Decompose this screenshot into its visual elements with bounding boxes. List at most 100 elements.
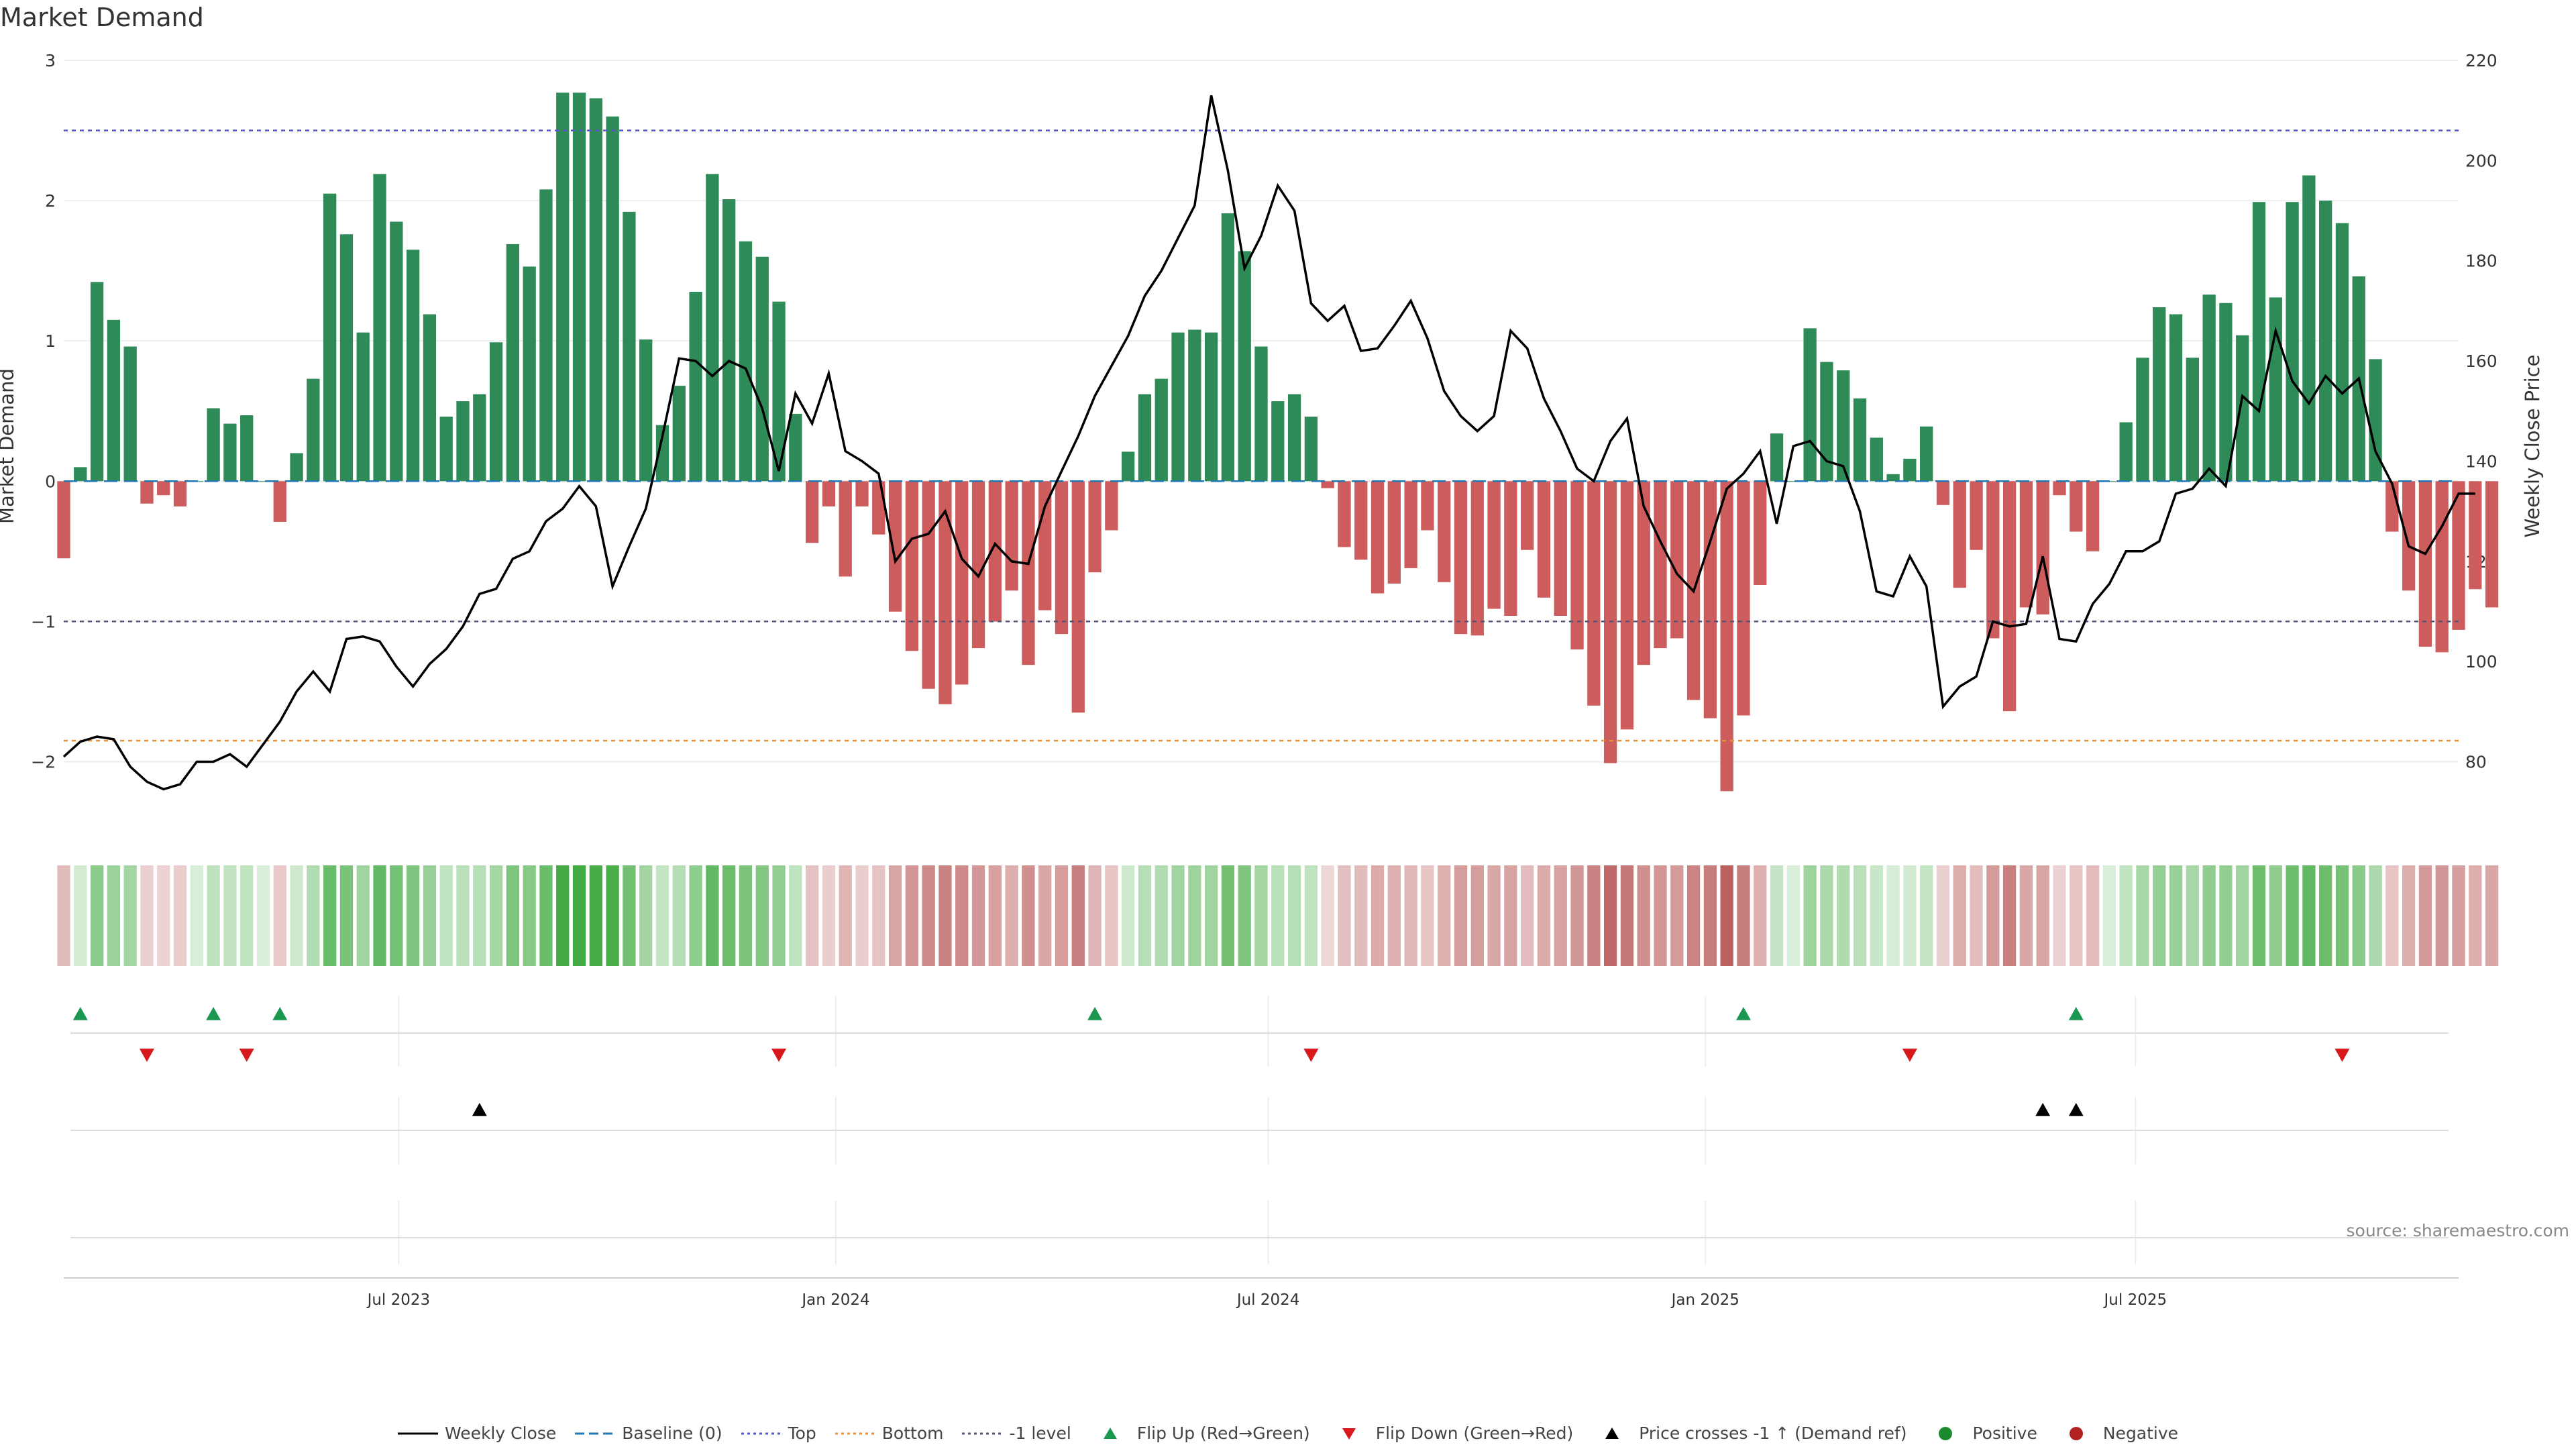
demand-bar xyxy=(556,93,570,482)
demand-bar xyxy=(1754,481,1767,585)
heat-cell xyxy=(1287,865,1301,966)
heat-cell xyxy=(506,865,520,966)
demand-bar xyxy=(1171,332,1185,482)
demand-bar xyxy=(888,481,902,612)
source-note: source: sharemaestro.com xyxy=(2346,1221,2570,1240)
heat-cell xyxy=(223,865,237,966)
heat-cell xyxy=(1188,865,1201,966)
heat-cell xyxy=(1837,865,1850,966)
y-tick-label: 3 xyxy=(45,51,56,70)
flip-up-marker xyxy=(206,1007,221,1020)
heat-cell xyxy=(2252,865,2266,966)
heat-cell xyxy=(2070,865,2083,966)
demand-bar xyxy=(2302,175,2316,482)
flip-up-marker xyxy=(2068,1007,2084,1020)
demand-bar xyxy=(1537,481,1551,598)
heat-cell xyxy=(74,865,87,966)
demand-bar xyxy=(706,174,719,482)
demand-bar xyxy=(672,386,686,482)
heat-cell xyxy=(2186,865,2199,966)
y2-tick-label: 220 xyxy=(2465,51,2498,70)
heat-cell xyxy=(339,865,354,966)
heat-cell xyxy=(1587,865,1601,966)
heat-cell xyxy=(2385,865,2399,966)
demand-bar xyxy=(1271,401,1285,482)
heat-cell xyxy=(1304,865,1318,966)
heat-cell xyxy=(1670,865,1684,966)
heat-cell xyxy=(190,865,203,966)
legend-symbol-icon xyxy=(741,1432,782,1434)
demand-bar xyxy=(256,481,270,482)
demand-bar xyxy=(1204,332,1218,482)
heat-cell xyxy=(1903,865,1917,966)
demand-bar xyxy=(74,467,87,482)
demand-bar xyxy=(2119,422,2133,482)
demand-bar xyxy=(606,116,619,482)
heat-cell xyxy=(905,865,919,966)
heat-cell xyxy=(1537,865,1551,966)
flip-down-marker xyxy=(1303,1049,1319,1062)
legend-label: Price crosses -1 ↑ (Demand ref) xyxy=(1639,1424,1907,1443)
heat-cell xyxy=(456,865,470,966)
heat-cell xyxy=(1038,865,1052,966)
heat-cell xyxy=(2169,865,2183,966)
heat-cell xyxy=(1970,865,1983,966)
demand-bar xyxy=(1371,481,1385,594)
heat-cell xyxy=(2036,865,2049,966)
demand-bar xyxy=(689,292,702,482)
demand-bar xyxy=(955,481,969,685)
demand-bar xyxy=(1122,451,1135,482)
heat-cell xyxy=(539,865,553,966)
heat-cell xyxy=(207,865,220,966)
heat-cell xyxy=(1737,865,1750,966)
cross-marker xyxy=(472,1103,487,1116)
legend-item: Price crosses -1 ↑ (Demand ref) xyxy=(1592,1424,1907,1443)
demand-bar xyxy=(123,346,137,482)
demand-bar xyxy=(356,332,370,482)
heat-cell xyxy=(423,865,437,966)
demand-bar xyxy=(1088,481,1102,573)
heat-cell xyxy=(706,865,719,966)
heat-cell xyxy=(955,865,969,966)
flip-down-marker xyxy=(1902,1049,1917,1062)
demand-bar xyxy=(1703,481,1717,718)
heat-cell xyxy=(1986,865,2000,966)
demand-bar xyxy=(1304,417,1318,482)
heat-cell xyxy=(922,865,935,966)
legend-item: Flip Down (Green→Red) xyxy=(1329,1424,1574,1443)
demand-bar xyxy=(1737,481,1750,716)
heat-cell xyxy=(1271,865,1285,966)
heat-cell xyxy=(1786,865,1800,966)
x-tick-label: Jul 2024 xyxy=(1236,1291,1300,1309)
heat-cell xyxy=(2202,865,2216,966)
demand-bar xyxy=(506,244,520,482)
demand-bar xyxy=(273,481,286,522)
flip-down-marker xyxy=(771,1049,787,1062)
demand-bar xyxy=(855,481,869,506)
legend-symbol-icon xyxy=(1939,1426,1953,1440)
heat-cell xyxy=(373,865,386,966)
y2-tick-label: 100 xyxy=(2465,652,2498,672)
heat-cell xyxy=(523,865,536,966)
legend-label: Flip Down (Green→Red) xyxy=(1375,1424,1574,1443)
legend-label: Weekly Close xyxy=(444,1424,557,1443)
demand-bar xyxy=(1387,481,1401,584)
legend-item: Bottom xyxy=(835,1424,943,1443)
heat-cell xyxy=(1088,865,1102,966)
demand-bar xyxy=(739,241,753,482)
heat-cell xyxy=(2102,865,2116,966)
demand-bar xyxy=(323,193,337,482)
legend: Weekly Close Baseline (0) Top Bottom -1 leve… xyxy=(0,1424,2576,1443)
demand-bar xyxy=(1421,481,1434,531)
heat-cell xyxy=(2269,865,2282,966)
heat-cell xyxy=(855,865,869,966)
legend-item: Weekly Close xyxy=(397,1424,557,1443)
demand-bar xyxy=(822,481,836,506)
heat-cell xyxy=(1803,865,1817,966)
heat-cell xyxy=(173,865,187,966)
heat-cell xyxy=(157,865,170,966)
heat-cell xyxy=(1603,865,1617,966)
demand-bar xyxy=(905,481,919,651)
demand-bar xyxy=(207,408,220,482)
demand-bar xyxy=(1238,251,1251,482)
